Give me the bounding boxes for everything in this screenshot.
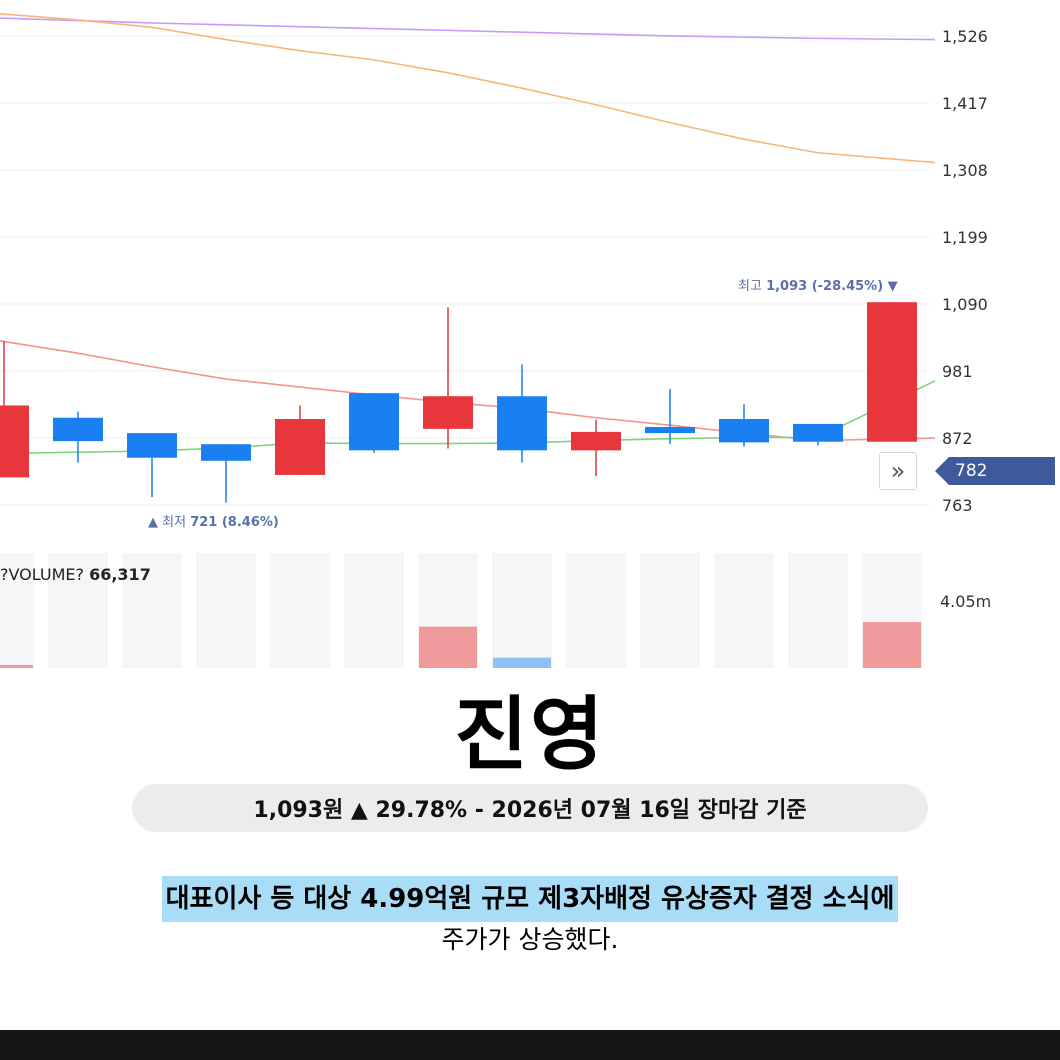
- volume-slot: [122, 553, 182, 668]
- stock-name: 진영: [454, 688, 606, 781]
- candle-body: [53, 417, 103, 442]
- double-chevron-right-icon: »: [890, 457, 906, 485]
- volume-legend: ?VOLUME? 66,317: [0, 565, 151, 584]
- footer-bar: [0, 1030, 1060, 1060]
- volume-bar: [0, 665, 33, 668]
- volume-slot: [714, 553, 774, 668]
- volume-slot: [344, 553, 404, 668]
- volume-axis-label: 4.05m: [940, 592, 992, 611]
- headline-line-1: 대표이사 등 대상 4.99억원 규모 제3자배정 유상증자 결정 소식에: [161, 876, 899, 922]
- volume-bar: [863, 622, 921, 668]
- volume-bar: [493, 657, 551, 668]
- y-tick-label: 1,308: [942, 161, 988, 180]
- current-price-tag: [935, 457, 1055, 485]
- candle-body: [793, 423, 843, 442]
- y-tick-label: 981: [942, 362, 973, 381]
- volume-slot: [640, 553, 700, 668]
- candle-body: [497, 396, 547, 451]
- volume-bar: [419, 626, 477, 668]
- y-tick-label: 1,417: [942, 94, 988, 113]
- volume-slot: [0, 553, 34, 668]
- volume-value: 66,317: [89, 565, 151, 584]
- volume-slot: [492, 553, 552, 668]
- y-tick-label: 872: [942, 429, 973, 448]
- volume-slot: [566, 553, 626, 668]
- current-price-value: 782: [955, 461, 988, 481]
- news-headline: 대표이사 등 대상 4.99억원 규모 제3자배정 유상증자 결정 소식에 주가…: [0, 876, 1060, 958]
- headline-line-2: 주가가 상승했다.: [441, 925, 619, 954]
- moving-average-line: [0, 12, 936, 164]
- candle-body: [867, 302, 917, 442]
- high-annotation: 최고 1,093 (-28.45%) ▼: [738, 279, 898, 294]
- y-tick-label: 763: [942, 496, 973, 515]
- volume-slot: [48, 553, 108, 668]
- candle-body: [349, 393, 399, 451]
- candle-body: [201, 444, 251, 461]
- y-tick-label: 1,526: [942, 27, 988, 46]
- volume-slot: [270, 553, 330, 668]
- scroll-latest-button[interactable]: »: [879, 452, 917, 490]
- candlestick-chart: 1,526 1,417 1,308 1,199 1,090 981 872 763 최고 1,0…: [0, 12, 988, 668]
- price-info-pill: 1,093원 ▲ 29.78% - 2026년 07월 16일 장마감 기준: [132, 784, 928, 832]
- volume-slot: [196, 553, 256, 668]
- y-tick-label: 1,199: [942, 228, 988, 247]
- candle-body: [645, 426, 695, 434]
- y-tick-label: 1,090: [942, 295, 988, 314]
- candle-body: [423, 396, 473, 429]
- volume-label: ?VOLUME?: [0, 565, 84, 584]
- candle-body: [0, 405, 29, 478]
- volume-slot: [788, 553, 848, 668]
- price-info-text: 1,093원 ▲ 29.78% - 2026년 07월 16일 장마감 기준: [253, 798, 807, 823]
- candle-body: [127, 433, 177, 458]
- low-annotation: ▲ 최저 721 (8.46%): [148, 515, 279, 530]
- candle-body: [571, 431, 621, 451]
- moving-average-line: [0, 17, 936, 41]
- candle-body: [719, 418, 769, 443]
- candle-body: [275, 418, 325, 475]
